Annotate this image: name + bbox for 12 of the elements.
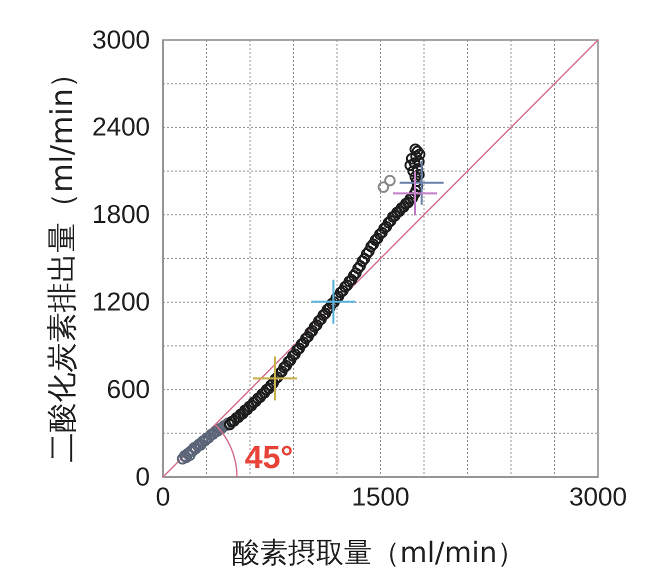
y-tick-label: 1800 xyxy=(92,199,150,230)
annotation: 45° xyxy=(244,439,294,475)
y-tick-label: 600 xyxy=(106,374,150,404)
x-axis-title: 酸素摂取量（ml/min） xyxy=(232,536,526,569)
y-axis-title: 二酸化炭素排出量（ml/min） xyxy=(45,58,80,463)
x-tick-label: 3000 xyxy=(569,481,627,512)
y-tick-label: 1200 xyxy=(92,286,150,317)
y-tick-label: 0 xyxy=(136,461,150,492)
y-tick-label: 2400 xyxy=(92,112,150,142)
y-tick-label: 3000 xyxy=(92,24,150,54)
x-tick-label: 0 xyxy=(156,481,170,512)
x-tick-label: 1500 xyxy=(352,481,410,512)
